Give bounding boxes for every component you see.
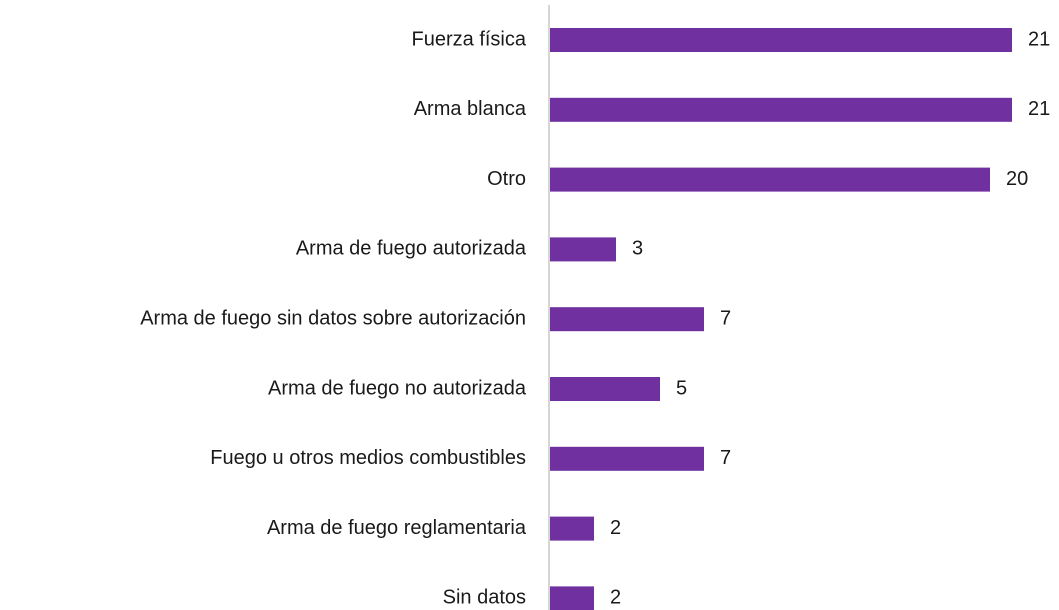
- category-label: Fuego u otros medios combustibles: [210, 447, 526, 469]
- value-label: 21: [1028, 98, 1050, 120]
- category-label: Arma de fuego sin datos sobre autorizaci…: [140, 307, 526, 329]
- category-label: Sin datos: [443, 587, 526, 609]
- category-label: Otro: [487, 168, 526, 190]
- value-label: 2: [610, 517, 621, 539]
- bar: [550, 97, 1012, 122]
- category-label: Arma de fuego reglamentaria: [267, 517, 527, 539]
- category-label: Arma blanca: [414, 98, 527, 120]
- bar: [550, 377, 660, 401]
- value-label: 21: [1028, 28, 1050, 50]
- category-label: Arma de fuego autorizada: [296, 238, 527, 260]
- value-label: 20: [1006, 168, 1028, 190]
- value-label: 3: [632, 238, 643, 260]
- bar: [550, 28, 1012, 52]
- value-label: 7: [720, 447, 731, 469]
- category-label: Fuerza física: [412, 28, 527, 50]
- bar: [550, 167, 990, 192]
- bar: [550, 237, 616, 262]
- bar: [550, 516, 594, 541]
- value-label: 7: [720, 307, 731, 329]
- value-label: 2: [610, 587, 621, 609]
- bar: [550, 586, 594, 610]
- bar: [550, 446, 704, 471]
- value-label: 5: [676, 377, 687, 399]
- category-label: Arma de fuego no autorizada: [268, 377, 527, 399]
- bar: [550, 307, 704, 332]
